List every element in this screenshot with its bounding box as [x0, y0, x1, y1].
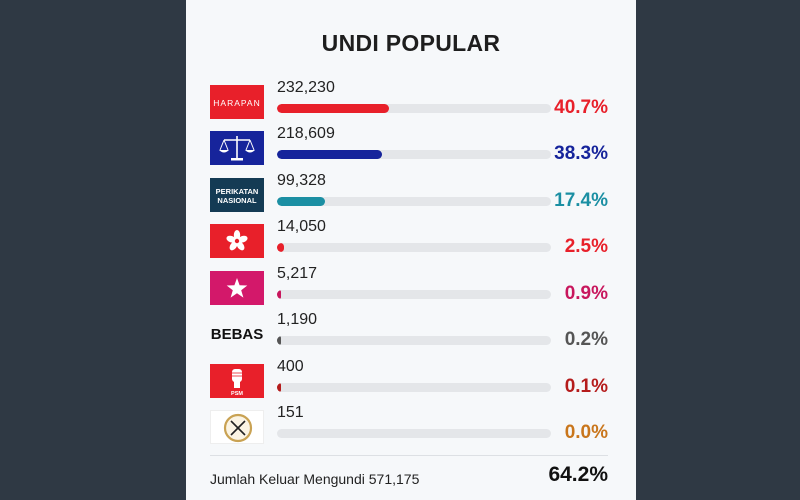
- bar-track: [277, 104, 551, 113]
- party-row-warisan: 5,217 0.9%: [186, 265, 636, 317]
- bar-fill: [277, 290, 281, 299]
- bar-fill: [277, 197, 325, 206]
- vote-percent: 0.2%: [564, 329, 608, 350]
- vote-count: 1,190: [277, 311, 318, 328]
- party-row-psm: PSM 400 0.1%: [186, 358, 636, 410]
- pn-logo-text-line2: NASIONAL: [217, 196, 257, 205]
- keris-logo-icon: [210, 410, 264, 444]
- vote-percent: 0.1%: [564, 376, 608, 397]
- turnout-label: Jumlah Keluar Mengundi 571,175: [210, 471, 420, 487]
- bar-track: [277, 383, 551, 392]
- harapan-logo-icon: HARAPAN: [210, 85, 264, 119]
- chart-title: UNDI POPULAR: [321, 30, 501, 56]
- bar-fill: [277, 383, 281, 392]
- party-row-pejuang: 14,050 2.5%: [186, 218, 636, 270]
- party-row-bebas: BEBAS 1,190 0.2%: [186, 311, 636, 363]
- bebas-logo-icon: BEBAS: [210, 317, 264, 351]
- vote-percent: 40.7%: [554, 97, 608, 118]
- party-row-putra: 151 0.0%: [186, 404, 636, 456]
- bar-track: [277, 150, 551, 159]
- turnout-percent: 64.2%: [548, 463, 608, 486]
- vote-count: 151: [277, 404, 304, 421]
- bar-track: [277, 243, 551, 252]
- harapan-logo-text: HARAPAN: [213, 98, 260, 108]
- party-rows: HARAPAN 232,230 40.7%: [186, 0, 636, 500]
- bar-fill: [277, 243, 284, 252]
- fist-logo-icon: PSM: [210, 364, 264, 398]
- vote-percent: 38.3%: [554, 143, 608, 164]
- vote-count: 218,609: [277, 125, 335, 142]
- bar-track: [277, 336, 551, 345]
- vote-percent: 0.9%: [564, 283, 608, 304]
- bar-track: [277, 429, 551, 438]
- bar-track: [277, 290, 551, 299]
- popular-vote-card: UNDI POPULAR HARAPAN 232,230 40.7%: [186, 0, 636, 500]
- vote-count: 99,328: [277, 172, 326, 189]
- pn-logo-text-line1: PERIKATAN: [216, 187, 259, 196]
- scales-logo-icon: [210, 131, 264, 165]
- vote-count: 232,230: [277, 79, 335, 96]
- bar-track: [277, 197, 551, 206]
- bar-fill: [277, 336, 281, 345]
- psm-logo-text: PSM: [231, 391, 243, 397]
- flower-logo-icon: [210, 224, 264, 258]
- vote-count: 14,050: [277, 218, 326, 235]
- bebas-logo-text: BEBAS: [211, 326, 264, 343]
- perikatan-nasional-logo-icon: PERIKATAN NASIONAL: [210, 178, 264, 212]
- vote-count: 400: [277, 358, 304, 375]
- bar-fill: [277, 150, 382, 159]
- party-row-harapan: HARAPAN 232,230 40.7%: [186, 79, 636, 131]
- party-row-bn: 218,609 38.3%: [186, 125, 636, 177]
- bar-fill: [277, 104, 389, 113]
- vote-percent: 2.5%: [564, 236, 608, 257]
- star-logo-icon: [210, 271, 264, 305]
- vote-percent: 0.0%: [564, 422, 608, 443]
- party-row-pn: PERIKATAN NASIONAL 99,328 17.4%: [186, 172, 636, 224]
- vote-percent: 17.4%: [554, 190, 608, 211]
- vote-count: 5,217: [277, 265, 318, 282]
- footer-divider: [210, 455, 608, 456]
